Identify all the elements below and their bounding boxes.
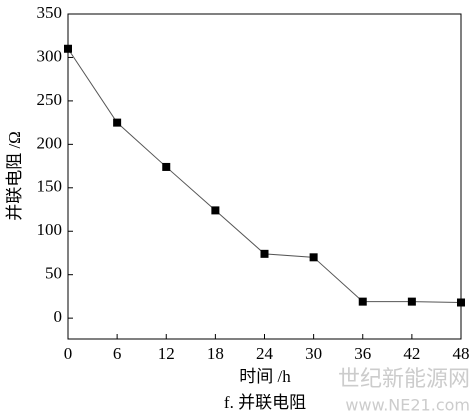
- y-tick-label: 300: [37, 46, 63, 65]
- marker: [457, 298, 465, 307]
- y-tick-label: 350: [37, 3, 63, 22]
- x-tick-label: 6: [113, 344, 122, 363]
- y-tick-label: 200: [37, 133, 63, 152]
- watermark-url: www.NE21.com: [345, 396, 470, 415]
- x-tick-label: 48: [453, 344, 470, 363]
- marker: [113, 118, 122, 127]
- y-tick-label: 0: [54, 307, 63, 326]
- caption: f. 并联电阻: [224, 393, 306, 412]
- marker: [211, 206, 220, 215]
- x-tick-label: 30: [305, 344, 322, 363]
- watermark: 世纪新能源网: [338, 367, 470, 392]
- x-tick-label: 42: [403, 344, 420, 363]
- x-tick-label: 18: [207, 344, 224, 363]
- marker: [260, 249, 269, 258]
- marker: [407, 297, 416, 306]
- y-tick-label: 250: [37, 90, 63, 109]
- y-tick-label: 150: [37, 177, 63, 196]
- marker: [162, 162, 171, 171]
- marker: [358, 297, 367, 306]
- y-tick-label: 100: [37, 220, 63, 239]
- marker: [309, 253, 318, 262]
- x-axis-label: 时间 /h: [239, 367, 291, 386]
- x-tick-label: 24: [256, 344, 274, 363]
- x-tick-label: 12: [158, 344, 175, 363]
- x-tick-label: 0: [64, 344, 73, 363]
- plot-frame: [67, 13, 462, 340]
- marker: [64, 44, 72, 53]
- series-line: [67, 48, 462, 304]
- y-axis-label: 并联电阻 /Ω: [5, 131, 24, 221]
- x-tick-label: 36: [354, 344, 371, 363]
- y-tick-label: 50: [45, 264, 62, 283]
